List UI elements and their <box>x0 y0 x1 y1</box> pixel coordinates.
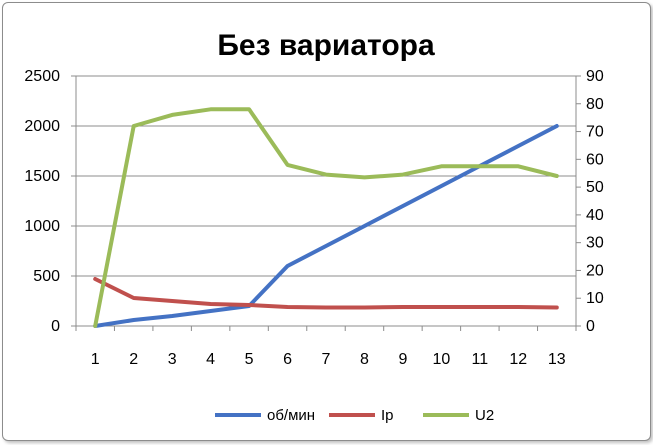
y-right-tick-label: 0 <box>586 318 595 335</box>
chart-canvas: Без вариатора 0 500 1000 1500 2000 2500 0 10 20 3… <box>24 29 603 424</box>
y-left-tick-label: 0 <box>51 318 60 335</box>
x-tick-label: 4 <box>206 351 215 368</box>
y-left-tick-label: 1000 <box>24 218 60 235</box>
x-tick-label: 9 <box>398 351 407 368</box>
series-line-1 <box>93 277 559 310</box>
x-tick-label: 2 <box>129 351 138 368</box>
y-right-tick-label: 90 <box>586 68 604 85</box>
x-tick-label: 5 <box>245 351 254 368</box>
legend-label: об/мин <box>267 407 315 424</box>
x-tick-label: 3 <box>168 351 177 368</box>
legend-label: U2 <box>475 407 494 424</box>
y-right-tick-label: 40 <box>586 207 604 224</box>
legend-item: Ip <box>329 407 394 424</box>
y-left-tick-label: 500 <box>33 268 60 285</box>
x-tick-label: 6 <box>283 351 292 368</box>
y-right-tick-label: 80 <box>586 96 604 113</box>
x-tick-label: 8 <box>360 351 369 368</box>
axis-layer: 0 500 1000 1500 2000 2500 0 10 20 30 40 50 60 70 80 90 1… <box>24 68 603 368</box>
legend-item: об/мин <box>215 407 315 424</box>
y-right-tick-label: 20 <box>586 262 604 279</box>
grid-layer <box>76 75 576 327</box>
y-right-tick-label: 10 <box>586 290 604 307</box>
x-tick-label: 1 <box>91 351 100 368</box>
y-right-tick-label: 70 <box>586 124 604 141</box>
y-right-tick-label: 50 <box>586 179 604 196</box>
x-tick-label: 11 <box>472 351 489 368</box>
x-tick-label: 12 <box>509 351 527 368</box>
legend-item: U2 <box>423 407 494 424</box>
y-right-tick-label: 60 <box>586 151 604 168</box>
legend-label: Ip <box>381 407 394 424</box>
series-line-2 <box>93 107 559 328</box>
y-left-tick-label: 1500 <box>24 168 60 185</box>
x-tick-label: 13 <box>548 351 566 368</box>
y-left-tick-label: 2500 <box>24 68 60 85</box>
chart-title: Без вариатора <box>217 29 435 62</box>
x-tick-label: 10 <box>432 351 450 368</box>
x-tick-label: 7 <box>322 351 331 368</box>
y-left-tick-label: 2000 <box>24 118 60 135</box>
legend: об/мин Ip U2 <box>215 407 494 424</box>
series-layer <box>93 107 559 328</box>
y-right-tick-label: 30 <box>586 235 604 252</box>
